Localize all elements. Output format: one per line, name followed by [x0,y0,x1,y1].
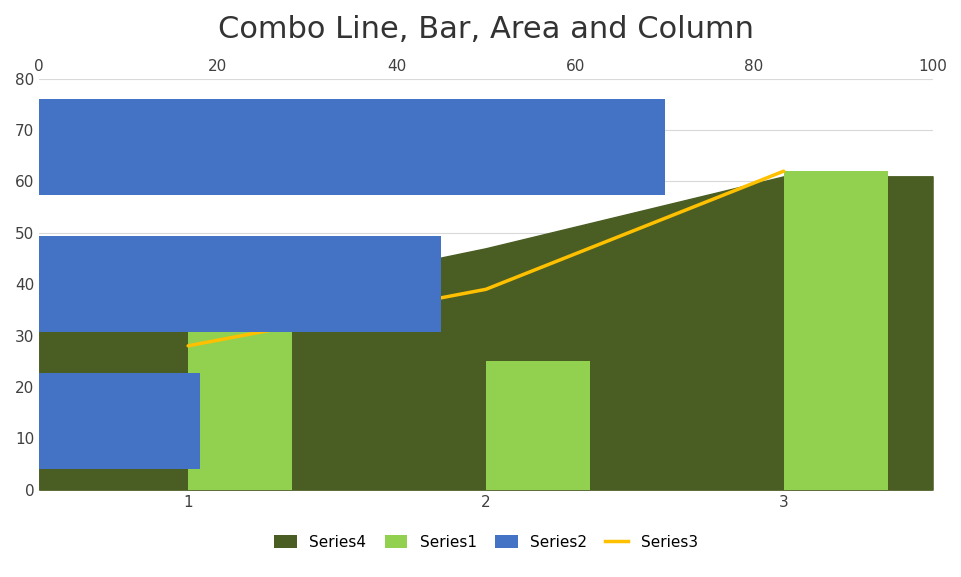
Title: Combo Line, Bar, Area and Column: Combo Line, Bar, Area and Column [218,15,753,44]
Bar [39,99,664,195]
Bar [188,310,292,490]
Bar [39,373,200,469]
Bar [783,171,887,490]
Legend: Series4, Series1, Series2, Series3: Series4, Series1, Series2, Series3 [268,529,703,556]
Bar [485,361,589,490]
Bar [39,236,441,332]
